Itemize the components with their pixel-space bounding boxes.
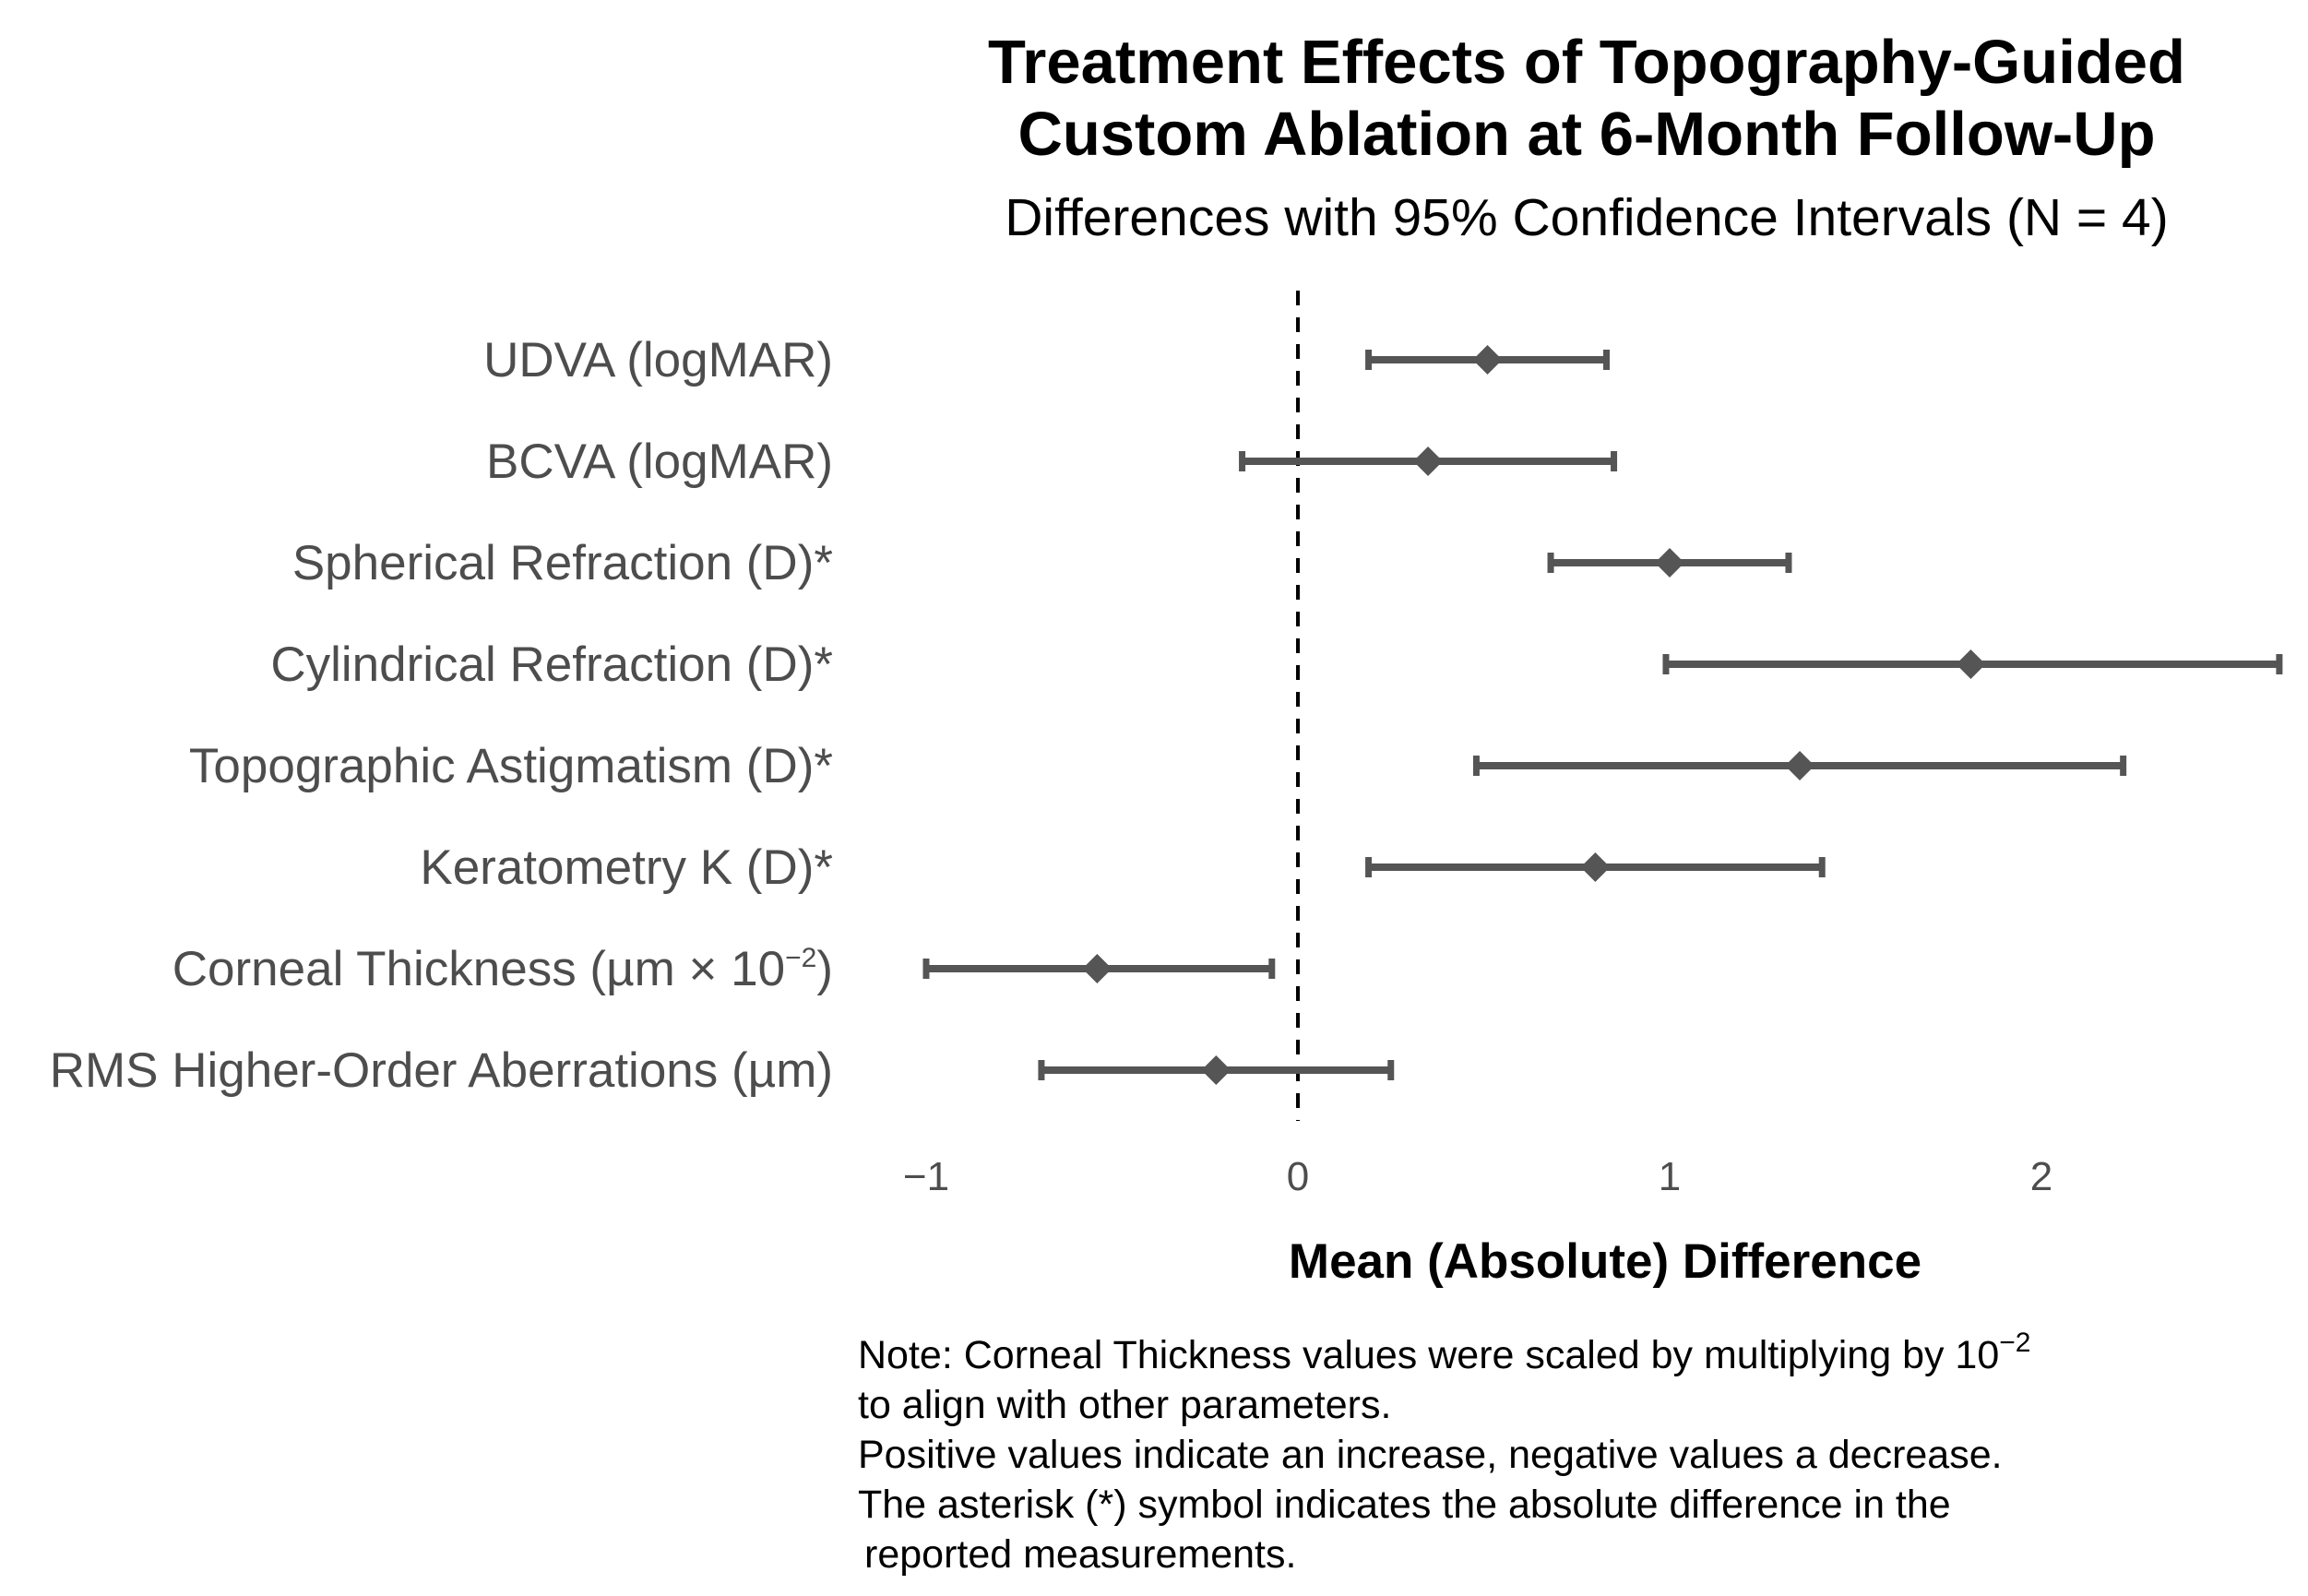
row-label: Spherical Refraction (D)* xyxy=(292,536,833,590)
note-line-5: reported measurements. xyxy=(864,1532,1296,1577)
mean-diamond-marker xyxy=(1956,649,1986,679)
row-label-text: BCVA (logMAR) xyxy=(486,435,833,489)
note-line-1-text: Note: Corneal Thickness values were scal… xyxy=(858,1333,1999,1377)
footnote: Note: Corneal Thickness values were scal… xyxy=(858,1328,2030,1577)
row-label-text: Spherical Refraction (D)* xyxy=(292,536,833,590)
row-label-tail: ) xyxy=(816,942,833,996)
x-tick-label: 2 xyxy=(2030,1154,2052,1199)
row-label: Keratometry K (D)* xyxy=(420,840,833,895)
plot-rows: UDVA (logMAR) BCVA (logMAR) Spherical Refr… xyxy=(50,333,2283,1098)
row-label-text: Topographic Astigmatism (D)* xyxy=(189,739,833,793)
row-label-text: RMS Higher-Order Aberrations (µm) xyxy=(50,1043,833,1098)
x-tick-label: 0 xyxy=(1287,1154,1309,1199)
forest-row: Topographic Astigmatism (D)* xyxy=(189,739,2127,793)
row-label-text: Corneal Thickness (µm × 10 xyxy=(173,942,785,996)
mean-diamond-marker xyxy=(1580,852,1611,882)
row-label-text: Keratometry K (D)* xyxy=(420,840,833,895)
mean-diamond-marker xyxy=(1201,1055,1231,1085)
mean-diamond-marker xyxy=(1413,447,1444,476)
x-tick-label: −1 xyxy=(903,1154,949,1199)
row-label: Corneal Thickness (µm × 10−2) xyxy=(173,942,833,996)
chart-title-line-2: Custom Ablation at 6-Month Follow-Up xyxy=(1017,100,2155,169)
note-line-4: The asterisk (*) symbol indicates the ab… xyxy=(858,1483,1951,1527)
forest-row: Keratometry K (D)* xyxy=(420,840,1826,895)
mean-diamond-marker xyxy=(1472,345,1503,375)
row-label: RMS Higher-Order Aberrations (µm) xyxy=(50,1043,833,1098)
row-label: UDVA (logMAR) xyxy=(483,333,833,387)
forest-row: BCVA (logMAR) xyxy=(486,435,1618,489)
row-label: Topographic Astigmatism (D)* xyxy=(189,739,833,793)
x-axis-ticks: −1 0 1 2 xyxy=(903,1154,2052,1199)
forest-row: UDVA (logMAR) xyxy=(483,333,1610,387)
forest-row: Corneal Thickness (µm × 10−2) xyxy=(173,942,1276,996)
row-label: BCVA (logMAR) xyxy=(486,435,833,489)
note-line-1-superscript: −2 xyxy=(1999,1328,2030,1358)
row-label-text: UDVA (logMAR) xyxy=(483,333,833,387)
forest-row: RMS Higher-Order Aberrations (µm) xyxy=(50,1043,1395,1098)
note-line-2: to align with other parameters. xyxy=(858,1383,1391,1427)
x-tick-label: 1 xyxy=(1659,1154,1681,1199)
row-label: Cylindrical Refraction (D)* xyxy=(270,637,833,692)
mean-diamond-marker xyxy=(1655,548,1684,578)
row-label-text: Cylindrical Refraction (D)* xyxy=(270,637,833,692)
note-line-1: Note: Corneal Thickness values were scal… xyxy=(858,1328,2030,1377)
mean-diamond-marker xyxy=(1082,954,1112,983)
mean-diamond-marker xyxy=(1785,751,1815,780)
x-axis-label: Mean (Absolute) Difference xyxy=(1289,1234,1921,1289)
chart-title-line-1: Treatment Effects of Topography-Guided xyxy=(988,28,2185,97)
row-label-superscript: −2 xyxy=(785,943,816,973)
note-line-3: Positive values indicate an increase, ne… xyxy=(858,1433,2003,1477)
forest-row: Cylindrical Refraction (D)* xyxy=(270,637,2283,692)
chart-subtitle: Differences with 95% Confidence Interval… xyxy=(1005,188,2168,247)
forest-row: Spherical Refraction (D)* xyxy=(292,536,1792,590)
